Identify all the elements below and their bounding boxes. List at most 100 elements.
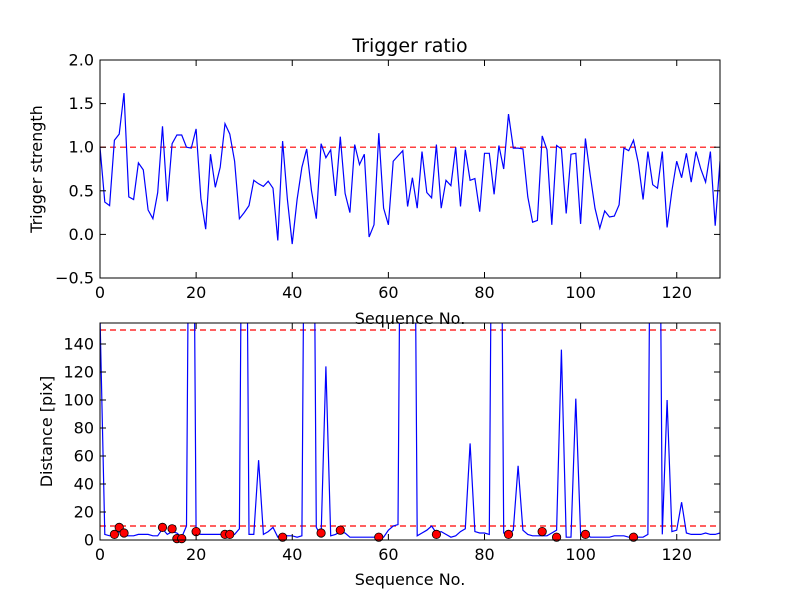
x-tick-label: 20: [186, 283, 206, 302]
data-point: [542, 135, 543, 136]
x-tick-label: 0: [95, 283, 105, 302]
data-point: [431, 197, 432, 198]
data-point: [292, 243, 293, 244]
data-point: [152, 535, 153, 536]
data-point: [527, 534, 528, 535]
data-point: [186, 147, 187, 148]
x-tick-label: 120: [661, 283, 692, 302]
distance-chart: 0 20 40 60 80 100 120 0 20 40 60 80 100 120 140 Sequenc…: [37, 322, 721, 589]
data-point: [691, 534, 692, 535]
data-point: [167, 201, 168, 202]
data-point: [104, 202, 105, 203]
data-point: [147, 209, 148, 210]
data-point: [426, 192, 427, 193]
y-tick-label: 1.0: [69, 138, 94, 157]
data-point: [469, 180, 470, 181]
data-point: [186, 525, 187, 526]
data-point: [532, 535, 533, 536]
data-point: [143, 534, 144, 535]
data-point: [445, 180, 446, 181]
data-point: [263, 534, 264, 535]
data-point: [647, 534, 648, 535]
trigger-ratio-chart: Trigger ratio 0 20 40 60 80 100 120 −0.5 0.0 0.5 1.…: [27, 35, 721, 328]
data-point: [513, 530, 514, 531]
series-line: [100, 323, 720, 539]
data-point: [700, 534, 701, 535]
y-tick-label: 20: [74, 503, 94, 522]
marker-point: [177, 533, 187, 544]
marker-point: [109, 529, 120, 540]
data-point: [417, 208, 418, 209]
data-point: [340, 136, 341, 137]
data-point: [705, 181, 706, 182]
marker-point: [537, 526, 547, 537]
data-point: [599, 537, 600, 538]
data-point: [263, 186, 264, 187]
data-point: [171, 143, 172, 144]
data-point: [325, 366, 326, 367]
data-point: [455, 535, 456, 536]
data-point: [489, 153, 490, 154]
data-point: [662, 151, 663, 152]
data-point: [147, 534, 148, 535]
data-point: [205, 229, 206, 230]
data-point: [686, 153, 687, 154]
data-point: [599, 228, 600, 229]
x-tick-label: 120: [661, 545, 692, 564]
data-point: [643, 537, 644, 538]
marker-point: [335, 525, 345, 535]
data-point: [604, 210, 605, 211]
data-point: [330, 149, 331, 150]
data-point: [210, 534, 211, 535]
data-point: [196, 128, 197, 129]
data-point: [316, 218, 317, 219]
data-point: [518, 465, 519, 466]
data-point: [469, 443, 470, 444]
data-point: [239, 218, 240, 219]
data-point: [407, 206, 408, 207]
data-point: [191, 147, 192, 148]
data-point: [590, 537, 591, 538]
data-point: [138, 162, 139, 163]
data-point: [556, 530, 557, 531]
marker-point: [374, 532, 384, 542]
data-point: [695, 534, 696, 535]
data-point: [364, 537, 365, 538]
data-point: [498, 145, 499, 146]
data-point: [441, 531, 442, 532]
data-point: [691, 181, 692, 182]
data-point: [522, 530, 523, 531]
data-point: [181, 134, 182, 135]
data-point: [614, 215, 615, 216]
data-point: [421, 151, 422, 152]
data-point: [489, 534, 490, 535]
data-point: [272, 527, 273, 528]
data-point: [176, 532, 177, 533]
data-point: [715, 225, 716, 226]
data-point: [450, 185, 451, 186]
data-point: [551, 532, 552, 533]
data-point: [215, 187, 216, 188]
data-point: [282, 140, 283, 141]
data-point: [546, 535, 547, 536]
data-point: [623, 147, 624, 148]
data-point: [609, 216, 610, 217]
y-tick-label: 2.0: [69, 51, 94, 70]
data-point: [114, 140, 115, 141]
data-point: [671, 190, 672, 191]
data-point: [561, 148, 562, 149]
data-point: [575, 398, 576, 399]
data-point: [484, 532, 485, 533]
data-point: [556, 145, 557, 146]
y-tick-label: 120: [63, 363, 94, 382]
data-point: [546, 149, 547, 150]
data-point: [585, 138, 586, 139]
data-point: [119, 134, 120, 135]
data-point: [710, 151, 711, 152]
data-point: [580, 223, 581, 224]
data-point: [234, 161, 235, 162]
data-point: [618, 535, 619, 536]
data-point: [345, 532, 346, 533]
data-point: [109, 205, 110, 206]
data-point: [441, 208, 442, 209]
